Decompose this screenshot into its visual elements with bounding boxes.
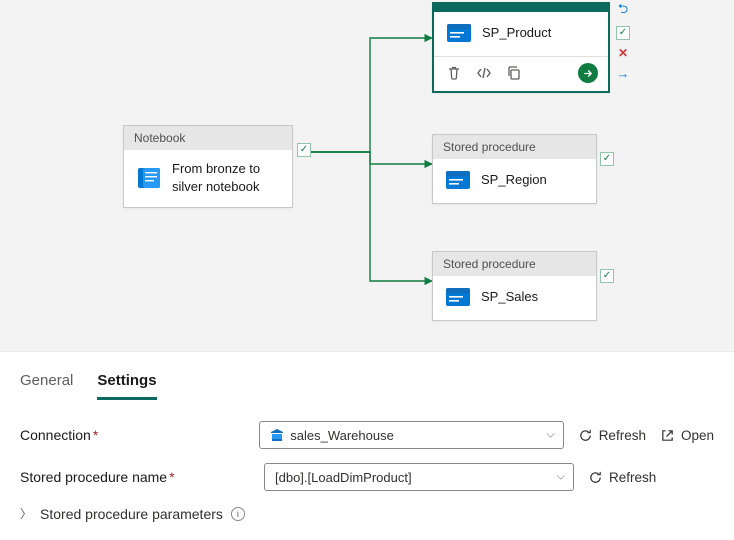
fail-handle-icon[interactable]: ✕ bbox=[616, 46, 630, 60]
completion-handle-icon[interactable]: → bbox=[616, 66, 630, 80]
row-connection: Connection* sales_Warehouse ⌵ Refresh Op… bbox=[20, 421, 714, 449]
activity-header: Stored procedure bbox=[433, 135, 596, 159]
activity-header: Notebook bbox=[124, 126, 292, 150]
properties-panel: General Settings Connection* sales_Wareh… bbox=[0, 352, 734, 540]
label-sproc-name: Stored procedure name* bbox=[20, 469, 250, 485]
code-icon[interactable] bbox=[476, 65, 492, 81]
activity-title: SP_Sales bbox=[481, 288, 538, 306]
stored-procedure-icon bbox=[445, 286, 471, 308]
activity-title: From bronze to silver notebook bbox=[172, 160, 280, 195]
chevron-down-icon: ⌵ bbox=[557, 471, 565, 484]
success-handle-icon[interactable]: ✓ bbox=[616, 26, 630, 40]
label-connection: Connection* bbox=[20, 427, 245, 443]
delete-icon[interactable] bbox=[446, 65, 462, 81]
info-icon[interactable]: i bbox=[231, 507, 245, 521]
connection-dropdown[interactable]: sales_Warehouse ⌵ bbox=[259, 421, 563, 449]
activity-notebook[interactable]: Notebook From bronze to silver notebook bbox=[123, 125, 293, 208]
sproc-name-value: [dbo].[LoadDimProduct] bbox=[275, 470, 412, 485]
chevron-down-icon: ⌵ bbox=[546, 429, 554, 442]
refresh-connection-button[interactable]: Refresh bbox=[578, 428, 646, 443]
tab-settings[interactable]: Settings bbox=[97, 366, 156, 400]
activity-title: SP_Product bbox=[482, 24, 551, 42]
sproc-params-expander[interactable]: 〉 Stored procedure parameters i bbox=[20, 505, 714, 522]
tabs: General Settings bbox=[20, 366, 714, 401]
activity-header-selected bbox=[434, 4, 608, 12]
stored-procedure-icon bbox=[446, 22, 472, 44]
nav-arrow-icon[interactable]: ⮌ bbox=[616, 4, 630, 18]
connection-value: sales_Warehouse bbox=[290, 428, 394, 443]
activity-toolbar bbox=[434, 56, 608, 91]
stored-procedure-icon bbox=[445, 169, 471, 191]
open-connection-button[interactable]: Open bbox=[660, 428, 714, 443]
row-sproc-name: Stored procedure name* [dbo].[LoadDimPro… bbox=[20, 463, 714, 491]
activity-sp-sales[interactable]: Stored procedure SP_Sales bbox=[432, 251, 597, 321]
run-icon[interactable] bbox=[578, 63, 598, 83]
success-handle-icon[interactable]: ✓ bbox=[600, 269, 614, 283]
sproc-params-label: Stored procedure parameters bbox=[40, 506, 223, 522]
warehouse-icon bbox=[270, 428, 284, 442]
success-handle-icon[interactable]: ✓ bbox=[297, 143, 311, 157]
sproc-name-dropdown[interactable]: [dbo].[LoadDimProduct] ⌵ bbox=[264, 463, 574, 491]
refresh-sproc-button[interactable]: Refresh bbox=[588, 470, 656, 485]
pipeline-canvas[interactable]: Notebook From bronze to silver notebook … bbox=[0, 0, 734, 352]
copy-icon[interactable] bbox=[506, 65, 522, 81]
notebook-icon bbox=[136, 167, 162, 189]
chevron-right-icon: 〉 bbox=[20, 505, 32, 522]
success-handle-icon[interactable]: ✓ bbox=[600, 152, 614, 166]
tab-general[interactable]: General bbox=[20, 366, 73, 400]
activity-sp-region[interactable]: Stored procedure SP_Region bbox=[432, 134, 597, 204]
activity-title: SP_Region bbox=[481, 171, 547, 189]
activity-header: Stored procedure bbox=[433, 252, 596, 276]
activity-sp-product[interactable]: SP_Product bbox=[432, 2, 610, 93]
